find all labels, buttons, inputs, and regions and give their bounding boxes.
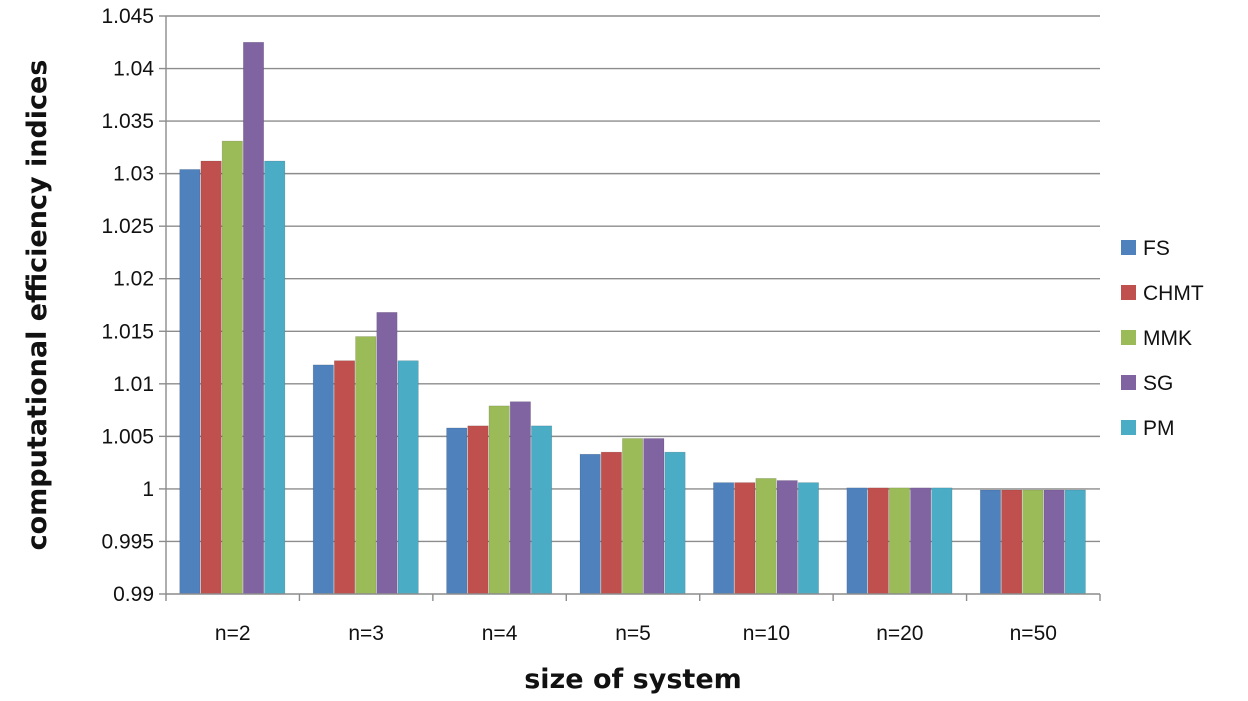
bar-fs-n2 — [179, 169, 201, 595]
x-tick-label: n=50 — [1010, 622, 1057, 645]
x-tick-labels: n=2 n=3 n=4 n=5 n=10 n=20 n=50 — [215, 622, 1057, 645]
y-tick-label: 1.04 — [113, 58, 154, 81]
bar-sg-n3 — [376, 312, 398, 595]
bar-fs-n10 — [713, 482, 735, 595]
y-tick-label: 1.045 — [101, 5, 154, 28]
bar-mmk-n10 — [755, 478, 777, 595]
x-tick-label: n=2 — [215, 622, 251, 645]
bar-pm-n20 — [931, 487, 953, 595]
bar-chmt-n2 — [200, 160, 222, 595]
bar-chmt-n5 — [600, 451, 622, 595]
bar-chmt-n4 — [467, 425, 489, 595]
legend: FS CHMT MMK SG PM — [1121, 237, 1204, 440]
bar-fs-n50 — [979, 489, 1001, 595]
bar-sg-n2 — [243, 41, 265, 595]
legend-swatch-sg — [1121, 375, 1136, 390]
y-tick-label: 0.99 — [113, 583, 154, 606]
y-tick-label: 1.035 — [101, 110, 154, 133]
bar-chmt-n20 — [867, 487, 889, 595]
legend-label-mmk: MMK — [1143, 327, 1192, 350]
bar-sg-n10 — [776, 480, 798, 595]
bar-sg-n5 — [643, 438, 665, 595]
y-tick-label: 1.025 — [101, 215, 154, 238]
y-tick-labels: 0.99 0.995 1 1.005 1.01 1.015 1.02 1.025 1.03 1.0… — [101, 5, 154, 606]
x-tick-label: n=4 — [482, 622, 518, 645]
bar-mmk-n4 — [488, 405, 510, 595]
bar-fs-n3 — [312, 364, 334, 595]
x-tick-label: n=20 — [876, 622, 923, 645]
y-axis-title: computational efficiency indices — [22, 60, 53, 551]
y-tick-label: 1.02 — [113, 268, 154, 291]
y-tick-label: 0.995 — [101, 530, 154, 553]
legend-swatch-mmk — [1121, 330, 1136, 345]
bar-sg-n50 — [1043, 489, 1065, 595]
legend-label-pm: PM — [1143, 417, 1175, 440]
bar-pm-n50 — [1064, 489, 1086, 595]
x-tick-label: n=3 — [348, 622, 384, 645]
bar-pm-n4 — [531, 425, 553, 595]
bar-fs-n20 — [846, 487, 868, 595]
bar-pm-n5 — [664, 451, 686, 595]
bars — [179, 41, 1086, 595]
x-tick-label: n=10 — [743, 622, 790, 645]
legend-label-chmt: CHMT — [1143, 282, 1204, 305]
bar-chmt-n3 — [334, 360, 356, 595]
y-tick-label: 1.03 — [113, 163, 154, 186]
bar-mmk-n2 — [221, 140, 243, 595]
bar-pm-n3 — [397, 360, 419, 595]
bar-sg-n20 — [910, 487, 932, 595]
y-tick-label: 1.01 — [113, 373, 154, 396]
legend-swatch-pm — [1121, 420, 1136, 435]
bar-fs-n5 — [579, 453, 601, 595]
y-tick-label: 1.005 — [101, 425, 154, 448]
bar-sg-n4 — [509, 401, 531, 595]
bar-pm-n2 — [264, 160, 286, 595]
x-axis-title: size of system — [524, 664, 742, 695]
legend-swatch-fs — [1121, 240, 1136, 255]
bar-pm-n10 — [797, 482, 819, 595]
axes — [159, 15, 1101, 601]
bar-fs-n4 — [446, 427, 468, 595]
bar-mmk-n20 — [888, 487, 910, 595]
bar-chmt-n10 — [734, 482, 756, 595]
bar-mmk-n50 — [1022, 489, 1044, 595]
y-tick-label: 1.015 — [101, 320, 154, 343]
legend-label-sg: SG — [1143, 372, 1173, 395]
x-tick-label: n=5 — [615, 622, 651, 645]
legend-label-fs: FS — [1143, 237, 1170, 260]
bar-mmk-n5 — [622, 438, 644, 595]
y-tick-label: 1 — [142, 478, 154, 501]
legend-swatch-chmt — [1121, 285, 1136, 300]
bar-chmt-n50 — [1001, 489, 1023, 595]
bar-mmk-n3 — [355, 336, 377, 595]
